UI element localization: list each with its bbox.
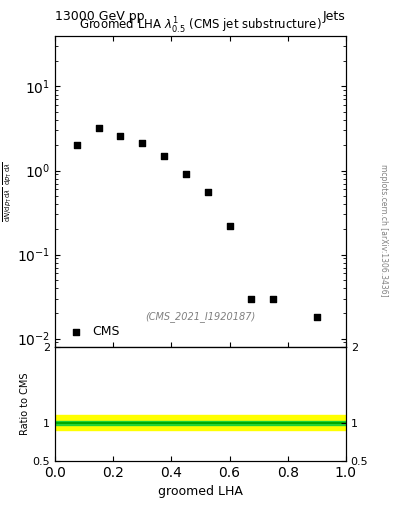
Point [74, 141, 80, 150]
Point [95, 124, 102, 132]
Point [205, 188, 211, 197]
Point [314, 313, 320, 321]
Text: 13000 GeV pp: 13000 GeV pp [55, 10, 145, 23]
Point [270, 294, 276, 303]
Legend: CMS: CMS [61, 323, 123, 340]
Text: (CMS_2021_I1920187): (CMS_2021_I1920187) [145, 311, 255, 322]
Y-axis label: $\frac{1}{\mathrm{d}N/\mathrm{d}p_\mathrm{T}\,\mathrm{d}\lambda}$ $\frac{\mathrm: $\frac{1}{\mathrm{d}N/\mathrm{d}p_\mathr… [0, 161, 14, 222]
X-axis label: groomed LHA: groomed LHA [158, 485, 243, 498]
Point [183, 170, 189, 179]
Text: Jets: Jets [323, 10, 346, 23]
Point [161, 152, 167, 160]
Point [248, 294, 255, 303]
Point [226, 222, 233, 230]
Point [139, 139, 145, 147]
Title: Groomed LHA $\lambda^{1}_{0.5}$ (CMS jet substructure): Groomed LHA $\lambda^{1}_{0.5}$ (CMS jet… [79, 16, 322, 36]
Y-axis label: Ratio to CMS: Ratio to CMS [20, 373, 30, 435]
Point [117, 132, 123, 140]
Text: mcplots.cern.ch [arXiv:1306.3436]: mcplots.cern.ch [arXiv:1306.3436] [379, 164, 387, 297]
